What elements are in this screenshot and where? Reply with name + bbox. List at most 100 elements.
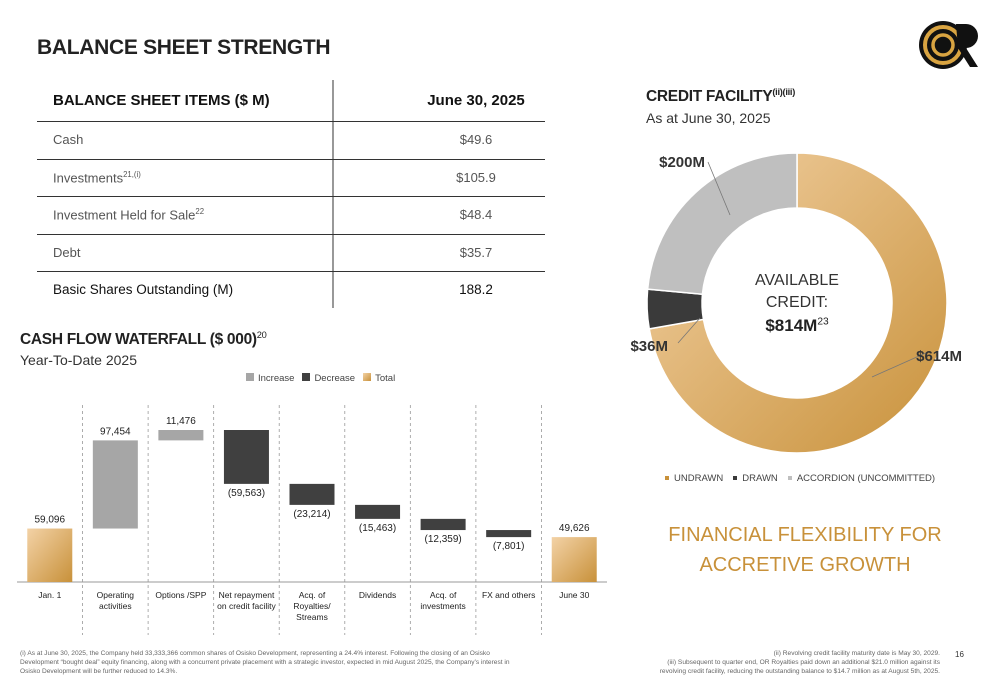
donut-value-label: $36M <box>630 338 668 355</box>
waterfall-subtitle: Year-To-Date 2025 <box>20 352 138 368</box>
bar <box>355 504 401 519</box>
legend-item: UNDRAWN <box>665 473 723 484</box>
value-label: 59,096 <box>34 515 65 526</box>
header-cell: June 30, 2025 <box>427 92 525 109</box>
row-value: $105.9 <box>456 170 496 185</box>
category-label: Acq. of Royalties/ Streams <box>293 590 331 622</box>
row-label-text: Investment Held for Sale <box>53 207 196 223</box>
legend-swatch <box>787 476 792 481</box>
category-label: Acq. of investments <box>420 590 466 611</box>
footnote: (ii) Revolving credit facility maturity … <box>773 650 940 657</box>
legend-label: Increase <box>258 373 295 384</box>
bar <box>486 530 532 538</box>
footnotes-right: (ii) Revolving credit facility maturity … <box>640 649 940 676</box>
center-sup: 23 <box>817 316 829 328</box>
center-value: $814M23 <box>742 316 852 336</box>
bar <box>551 537 597 582</box>
value-label: (23,214) <box>293 509 330 520</box>
bar <box>92 440 138 529</box>
bar <box>27 528 73 582</box>
center-value-text: $814M <box>765 316 818 335</box>
tagline: FINANCIAL FLEXIBILITY FOR ACCRETIVE GROW… <box>668 524 942 576</box>
row-value: $49.6 <box>459 132 493 147</box>
legend-item: Decrease <box>302 373 355 384</box>
table-row: Debt $35.7 <box>37 234 545 272</box>
donut-title: CREDIT FACILITY(ii)(iii) <box>646 87 795 106</box>
logo <box>919 21 978 69</box>
header-cell: BALANCE SHEET ITEMS ($ M) <box>53 92 270 109</box>
value-label: (15,463) <box>359 523 396 534</box>
title-text: CREDIT FACILITY <box>646 88 773 106</box>
legend-swatch <box>302 373 311 381</box>
category-label: FX and others <box>481 590 536 600</box>
row-value: $35.7 <box>459 245 493 260</box>
logo-ring <box>931 33 955 57</box>
row-label: Debt <box>53 245 80 260</box>
leader-line <box>707 161 731 216</box>
value-label: (59,563) <box>228 488 265 499</box>
title-sup: 20 <box>256 330 267 340</box>
legend-swatch <box>246 373 254 381</box>
value-label: (12,359) <box>424 534 461 545</box>
row-value: 188.2 <box>459 282 493 297</box>
title: BALANCE SHEET STRENGTH <box>37 36 331 59</box>
value-label: (7,801) <box>493 541 525 552</box>
legend-swatch <box>363 373 372 381</box>
category-label: Operating activities <box>96 590 134 611</box>
legend-label: Decrease <box>314 373 356 384</box>
table-row: Cash $49.6 <box>37 121 545 160</box>
table-header: BALANCE SHEET ITEMS ($ M) June 30, 2025 <box>37 80 545 122</box>
legend: Increase Decrease Total <box>246 373 403 384</box>
row-label: Investments21,(i) <box>53 170 141 185</box>
legend-item: Increase <box>246 373 294 384</box>
table-row: Basic Shares Outstanding (M) 188.2 <box>37 271 545 308</box>
footnote: (iii) Subsequent to quarter end, OR Roya… <box>659 659 940 675</box>
category-label: Net repayment on credit facility <box>217 590 276 611</box>
bar <box>223 430 269 484</box>
bar <box>289 483 335 505</box>
row-label: Investment Held for Sale22 <box>53 207 204 222</box>
bar <box>158 430 204 441</box>
donut-value-label: $614M <box>916 348 962 365</box>
donut-value-label: $200M <box>659 154 705 171</box>
category-label: Options /SPP <box>155 590 207 600</box>
row-label-text: Basic Shares Outstanding (M) <box>53 282 234 297</box>
leader-line <box>677 317 701 344</box>
page-number: 16 <box>955 650 964 659</box>
row-label-text: Investments <box>53 170 124 186</box>
row-value: $48.4 <box>459 207 493 222</box>
row-label: Cash <box>53 132 83 147</box>
value-label: 11,476 <box>166 416 196 427</box>
legend-swatch <box>733 476 738 481</box>
row-label-sup: 21,(i) <box>123 170 141 179</box>
donut-slice <box>648 152 948 454</box>
donut-legend: UNDRAWN DRAWN ACCORDION (UNCOMMITTED) <box>665 473 945 484</box>
legend-swatch <box>665 476 669 481</box>
value-label: 97,454 <box>100 426 131 437</box>
value-label: 49,626 <box>559 523 590 534</box>
donut-subtitle: As at June 30, 2025 <box>646 110 771 126</box>
waterfall-title: CASH FLOW WATERFALL ($ 000)20 <box>20 330 267 349</box>
legend-label: Total <box>375 373 396 384</box>
legend-label: DRAWN <box>742 473 778 484</box>
title-sup: (ii)(iii) <box>772 87 795 97</box>
leader-line <box>871 351 929 378</box>
table-row: Investments21,(i) $105.9 <box>37 159 545 197</box>
title-text: CASH FLOW WATERFALL ($ 000) <box>20 331 257 349</box>
legend-item: ACCORDION (UNCOMMITTED) <box>787 473 936 484</box>
footnote-left: (i) As at June 30, 2025, the Company hel… <box>20 650 510 675</box>
row-label-text: Cash <box>53 132 84 147</box>
category-label: Dividends <box>358 590 397 600</box>
category-label: June 30 <box>559 590 590 600</box>
legend-label: UNDRAWN <box>674 473 724 484</box>
donut-slice <box>646 152 798 296</box>
legend-item: DRAWN <box>733 473 778 484</box>
table-row: Investment Held for Sale22 $48.4 <box>37 196 545 235</box>
row-label: Basic Shares Outstanding (M) <box>53 282 233 297</box>
category-label: Jan. 1 <box>38 590 62 600</box>
bar <box>420 518 466 531</box>
center-label: AVAILABLE CREDIT: <box>755 272 839 311</box>
legend-label: ACCORDION (UNCOMMITTED) <box>796 473 936 484</box>
